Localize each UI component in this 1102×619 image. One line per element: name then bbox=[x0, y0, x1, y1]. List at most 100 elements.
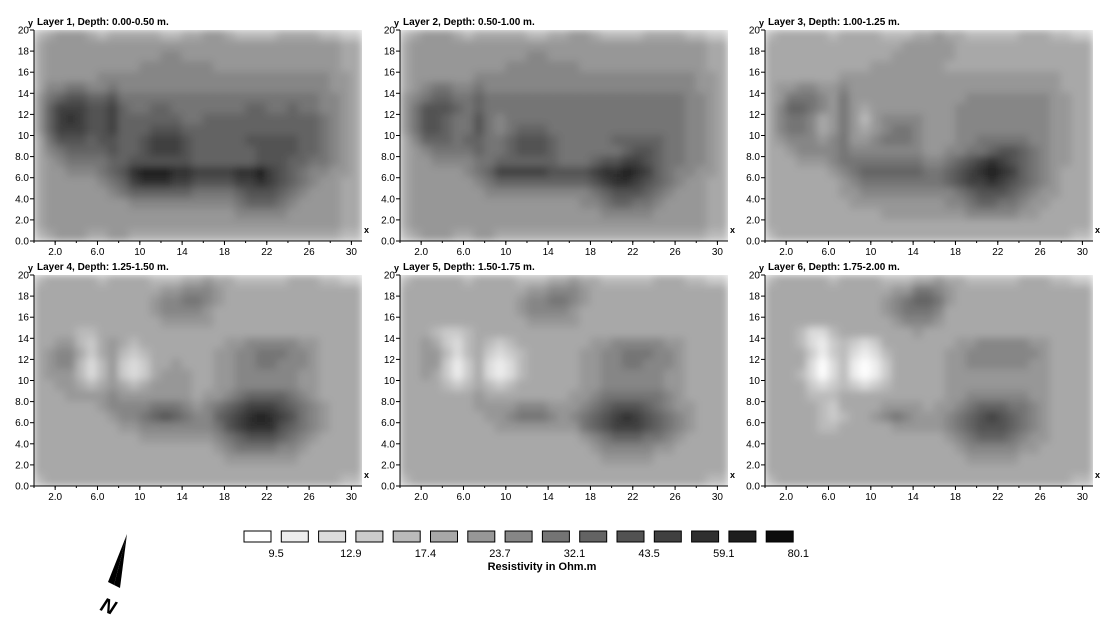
heatmap-cell bbox=[611, 358, 623, 371]
heatmap-cell bbox=[329, 432, 342, 445]
heatmap-cell bbox=[350, 464, 362, 477]
heatmap-cell bbox=[870, 390, 882, 403]
heatmap-cell bbox=[308, 379, 321, 392]
heatmap-cell bbox=[547, 219, 560, 232]
heatmap-cell bbox=[202, 379, 215, 392]
heatmap-cell bbox=[1081, 432, 1093, 445]
heatmap-cell bbox=[1039, 432, 1052, 445]
heatmap-cell bbox=[276, 166, 289, 179]
heatmap-cell bbox=[1028, 316, 1041, 329]
heatmap-cell bbox=[891, 401, 904, 413]
heatmap-cell bbox=[170, 124, 183, 137]
heatmap-cell bbox=[170, 379, 183, 392]
heatmap-cell bbox=[1081, 379, 1093, 392]
heatmap-cell bbox=[409, 464, 422, 477]
heatmap-cell bbox=[986, 379, 999, 392]
heatmap-cell bbox=[621, 422, 634, 434]
heatmap-cell bbox=[526, 411, 539, 424]
heatmap-cell bbox=[1018, 103, 1031, 115]
heatmap-cell bbox=[319, 337, 331, 350]
heatmap-cell bbox=[192, 103, 204, 115]
heatmap-cell bbox=[329, 166, 342, 179]
heatmap-cell bbox=[954, 134, 967, 147]
heatmap-cell bbox=[716, 134, 728, 147]
heatmap-cell bbox=[54, 474, 67, 486]
heatmap-cell bbox=[642, 92, 655, 105]
heatmap-cell bbox=[329, 103, 342, 115]
heatmap-cell bbox=[484, 229, 496, 241]
heatmap-cell bbox=[954, 275, 967, 287]
heatmap-cell bbox=[149, 348, 162, 360]
heatmap-cell bbox=[849, 327, 861, 339]
heatmap-cell bbox=[441, 275, 454, 287]
heatmap-cell bbox=[806, 464, 819, 477]
heatmap-cell bbox=[526, 443, 539, 455]
heatmap-cell bbox=[409, 348, 422, 360]
heatmap-cell bbox=[462, 71, 475, 84]
heatmap-cell bbox=[213, 358, 226, 371]
heatmap-cell bbox=[297, 145, 310, 158]
heatmap-cell bbox=[515, 464, 528, 477]
heatmap-cell bbox=[642, 82, 655, 94]
heatmap-cell bbox=[536, 92, 549, 105]
heatmap-cell bbox=[997, 124, 1009, 137]
heatmap-cell bbox=[452, 316, 465, 329]
heatmap-cell bbox=[431, 50, 443, 63]
heatmap-cell bbox=[579, 348, 592, 360]
north-arrow: N bbox=[97, 534, 127, 619]
heatmap-cell bbox=[706, 379, 719, 392]
heatmap-cell bbox=[706, 187, 719, 200]
heatmap-cell bbox=[75, 379, 88, 392]
heatmap-cell bbox=[1050, 71, 1062, 84]
x-tick-label: 18 bbox=[950, 247, 962, 258]
heatmap-cell bbox=[43, 337, 56, 350]
heatmap-cell bbox=[409, 39, 422, 52]
heatmap-cell bbox=[118, 316, 130, 329]
heatmap-cell bbox=[642, 390, 655, 403]
heatmap-cell bbox=[1081, 316, 1093, 329]
heatmap-cell bbox=[944, 401, 957, 413]
heatmap-cell bbox=[695, 229, 708, 241]
y-tick-label: 14 bbox=[749, 334, 761, 345]
heatmap-cell bbox=[944, 124, 957, 137]
heatmap-cell bbox=[891, 337, 904, 350]
heatmap-cell bbox=[308, 401, 321, 413]
heatmap-cell bbox=[319, 284, 331, 297]
heatmap-cell bbox=[118, 82, 130, 94]
heatmap-cell bbox=[997, 103, 1009, 115]
heatmap-cell bbox=[912, 422, 925, 434]
heatmap-cell bbox=[986, 61, 999, 73]
heatmap-cell bbox=[1050, 113, 1062, 126]
heatmap-cell bbox=[515, 124, 528, 137]
heatmap-cell bbox=[526, 134, 539, 147]
heatmap-cell bbox=[611, 284, 623, 297]
heatmap-cell bbox=[706, 401, 719, 413]
heatmap-cell bbox=[170, 50, 183, 63]
heatmap-cell bbox=[223, 39, 236, 52]
heatmap-cell bbox=[1081, 284, 1093, 297]
heatmap-cell bbox=[849, 348, 861, 360]
heatmap-cell bbox=[245, 61, 257, 73]
heatmap-cell bbox=[880, 208, 893, 221]
heatmap-cell bbox=[287, 464, 300, 477]
heatmap-cell bbox=[526, 103, 539, 115]
heatmap-cell bbox=[859, 177, 872, 189]
heatmap-cell bbox=[43, 30, 56, 42]
heatmap-cell bbox=[536, 443, 549, 455]
heatmap-cell bbox=[859, 82, 872, 94]
heatmap-cell bbox=[870, 401, 882, 413]
heatmap-cell bbox=[473, 358, 486, 371]
heatmap-cell bbox=[870, 92, 882, 105]
heatmap-cell bbox=[870, 145, 882, 158]
heatmap-cell bbox=[901, 187, 914, 200]
heatmap-cell bbox=[933, 187, 946, 200]
heatmap-cell bbox=[1028, 82, 1041, 94]
y-tick-label: 14 bbox=[384, 89, 396, 100]
heatmap-cell bbox=[96, 156, 109, 168]
heatmap-cell bbox=[806, 443, 819, 455]
x-tick-label: 2.0 bbox=[48, 247, 62, 258]
heatmap-cell bbox=[255, 474, 268, 486]
heatmap-cell bbox=[329, 379, 342, 392]
heatmap-cell bbox=[547, 432, 560, 445]
heatmap-cell bbox=[954, 379, 967, 392]
